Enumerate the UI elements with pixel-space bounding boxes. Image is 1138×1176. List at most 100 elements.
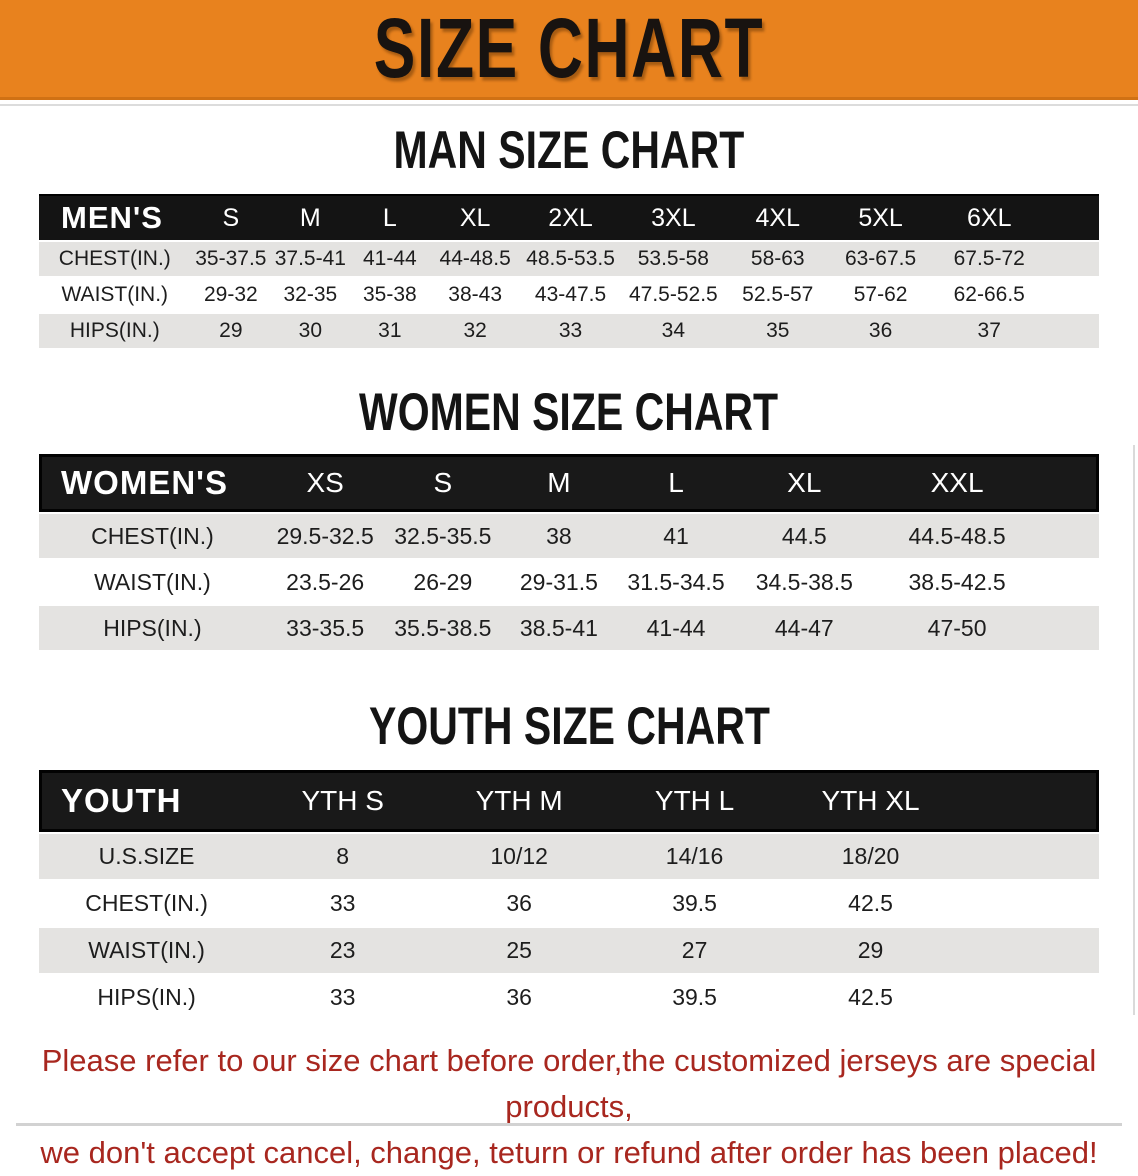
table-row: HIPS(IN.) 33 36 39.5 42.5 [39, 973, 1099, 1020]
value-cell: 43-47.5 [534, 283, 607, 306]
table-row: WAIST(IN.) 29-32 32-35 35-38 38-43 43-47.5 47.… [39, 276, 1099, 312]
value-cell: 44.5-48.5 [908, 522, 1006, 549]
row-label: CHEST(IN.) [58, 247, 171, 270]
banner: SIZE CHART [0, 0, 1138, 100]
table-corner-label: MEN'S [61, 200, 163, 235]
table-row: CHEST(IN.) 29.5-32.5 32.5-35.5 38 41 44.5 44.5… [39, 512, 1099, 558]
size-column-header: L [382, 203, 397, 232]
value-cell: 10/12 [490, 843, 548, 869]
value-cell: 38.5-41 [519, 614, 598, 641]
note-line-1: Please refer to our size chart before or… [41, 1043, 1097, 1124]
table-row: U.S.SIZE 8 10/12 14/16 18/20 [39, 832, 1099, 879]
value-cell: 29-31.5 [519, 568, 598, 595]
row-label: CHEST(IN.) [91, 522, 214, 549]
size-column-header: XS [306, 467, 344, 498]
value-cell: 37 [977, 319, 1001, 342]
value-cell: 23 [329, 937, 356, 963]
table-row: CHEST(IN.) 33 36 39.5 42.5 [39, 879, 1099, 926]
size-column-header: 5XL [858, 203, 903, 232]
size-column-header: YTH M [475, 785, 563, 816]
row-label: U.S.SIZE [98, 843, 195, 869]
women-section-heading: WOMEN SIZE CHART [0, 382, 1138, 444]
value-cell: 38-43 [448, 283, 503, 306]
row-label: WAIST(IN.) [88, 937, 205, 963]
size-column-header: XL [459, 203, 491, 232]
table-row: CHEST(IN.) 35-37.5 37.5-41 41-44 44-48.5 48.5… [39, 240, 1099, 276]
right-frame-line [1133, 445, 1135, 1015]
size-column-header: 3XL [651, 203, 696, 232]
table-corner-label: WOMEN'S [61, 464, 229, 501]
row-label: HIPS(IN.) [103, 614, 202, 641]
size-column-header: M [299, 203, 321, 232]
size-column-header: XXL [930, 467, 984, 498]
value-cell: 42.5 [848, 890, 893, 916]
footer-note: Please refer to our size chart before or… [0, 1038, 1138, 1176]
value-cell: 42.5 [848, 984, 893, 1010]
value-cell: 41-44 [646, 614, 706, 641]
value-cell: 62-66.5 [953, 283, 1025, 306]
value-cell: 36 [868, 319, 893, 342]
size-column-header: S [433, 467, 453, 498]
size-column-header: YTH XL [821, 785, 920, 816]
men-section-heading: MAN SIZE CHART [0, 120, 1138, 180]
value-cell: 63-67.5 [844, 247, 917, 270]
men-section-heading-text: MAN SIZE CHART [393, 120, 745, 180]
value-cell: 29 [219, 319, 243, 342]
value-cell: 47-50 [927, 614, 987, 641]
table-row: WAIST(IN.) 23 25 27 29 [39, 926, 1099, 973]
value-cell: 47.5-52.5 [628, 283, 718, 306]
value-cell: 38.5-42.5 [908, 568, 1006, 595]
value-cell: 52.5-57 [742, 283, 814, 306]
row-label: CHEST(IN.) [85, 890, 208, 916]
value-cell: 31.5-34.5 [627, 568, 725, 595]
size-column-header: XL [787, 467, 822, 498]
value-cell: 39.5 [672, 890, 717, 916]
note-line-2: we don't accept cancel, change, teturn o… [40, 1135, 1098, 1170]
value-cell: 32.5-35.5 [394, 522, 492, 549]
value-cell: 34 [661, 319, 686, 342]
value-cell: 33-35.5 [286, 614, 365, 641]
value-cell: 26-29 [413, 568, 473, 595]
row-label: WAIST(IN.) [94, 568, 211, 595]
table-row: WAIST(IN.) 23.5-26 26-29 29-31.5 31.5-34.5 34… [39, 558, 1099, 604]
youth-section-heading-text: YOUTH SIZE CHART [368, 696, 770, 756]
value-cell: 36 [506, 984, 532, 1010]
size-column-header: S [222, 203, 240, 232]
value-cell: 37.5-41 [274, 247, 346, 270]
value-cell: 57-62 [853, 283, 908, 306]
value-cell: 30 [298, 319, 323, 342]
row-label: WAIST(IN.) [61, 283, 169, 306]
value-cell: 33 [329, 890, 356, 916]
youth-section-heading: YOUTH SIZE CHART [0, 696, 1138, 758]
value-cell: 18/20 [841, 843, 900, 869]
value-cell: 67.5-72 [953, 247, 1025, 270]
table-header-row: MEN'S S M L XL 2XL 3XL 4XL 5XL 6XL [39, 194, 1099, 240]
bottom-frame-line [16, 1123, 1122, 1126]
row-label: HIPS(IN.) [97, 984, 196, 1010]
page-title: SIZE CHART [373, 0, 765, 96]
table-row: HIPS(IN.) 33-35.5 35.5-38.5 38.5-41 41-44 44-… [39, 604, 1099, 650]
value-cell: 41 [663, 522, 689, 549]
value-cell: 35 [766, 319, 790, 342]
size-column-header: L [668, 467, 684, 498]
value-cell: 41-44 [362, 247, 417, 270]
value-cell: 33 [558, 319, 583, 342]
table-header-row: WOMEN'S XS S M L XL XXL [39, 454, 1099, 512]
row-label: HIPS(IN.) [69, 319, 160, 342]
size-column-header: 6XL [966, 203, 1012, 232]
value-cell: 34.5-38.5 [755, 568, 853, 595]
value-cell: 32 [463, 319, 487, 342]
value-cell: 44-48.5 [439, 247, 511, 270]
value-cell: 29 [857, 937, 884, 963]
table-corner-label: YOUTH [61, 782, 182, 819]
value-cell: 31 [378, 319, 402, 342]
value-cell: 33 [329, 984, 356, 1010]
table-row: HIPS(IN.) 29 30 31 32 33 34 35 36 37 [39, 312, 1099, 348]
value-cell: 14/16 [665, 843, 724, 869]
table-header-row: YOUTH YTH S YTH M YTH L YTH XL [39, 770, 1099, 832]
value-cell: 35-37.5 [195, 247, 267, 270]
value-cell: 23.5-26 [286, 568, 365, 595]
value-cell: 32-35 [283, 283, 338, 306]
value-cell: 39.5 [672, 984, 717, 1010]
